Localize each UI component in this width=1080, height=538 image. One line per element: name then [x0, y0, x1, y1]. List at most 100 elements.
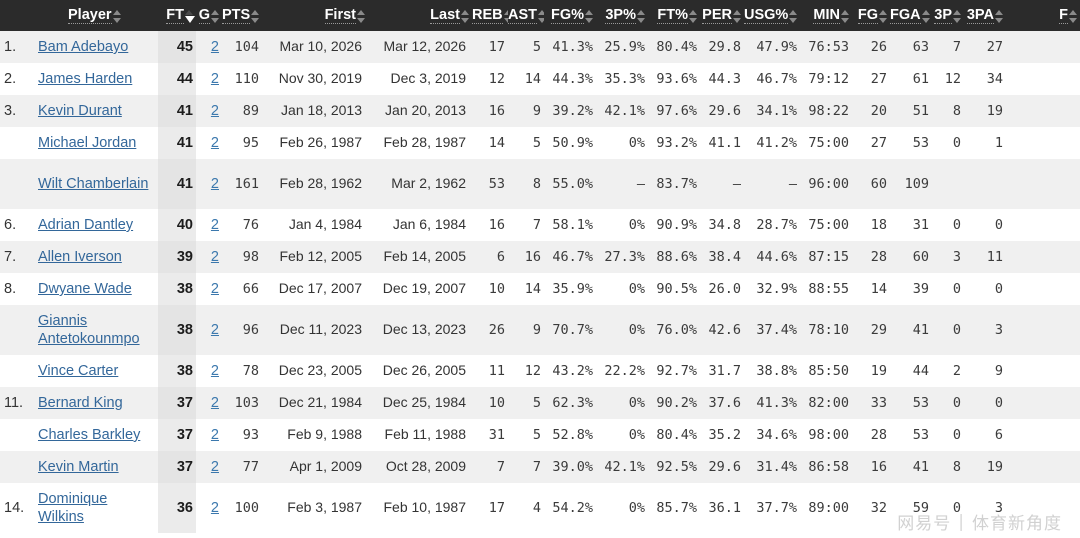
player-link[interactable]: Allen Iverson	[38, 248, 122, 265]
player-link[interactable]: Michael Jordan	[38, 134, 137, 151]
table-row[interactable]: Vince Carter 38 2 78 Dec 23, 2005 Dec 26, 200…	[0, 355, 1080, 387]
sort-toggle-icon[interactable]	[921, 9, 931, 24]
player-link[interactable]: Dwyane Wade	[38, 280, 132, 297]
sort-toggle-icon[interactable]	[995, 9, 1004, 24]
table-body: 1. Bam Adebayo 45 2 104 Mar 10, 2026 Mar 12, 2…	[0, 31, 1080, 533]
sort-toggle-icon[interactable]	[503, 9, 513, 24]
player-link[interactable]: Giannis Antetokounmpo	[38, 312, 140, 347]
player-link[interactable]: Charles Barkley	[38, 426, 141, 443]
player-link[interactable]: Adrian Dantley	[38, 216, 134, 233]
table-row[interactable]: 3. Kevin Durant 41 2 89 Jan 18, 2013 Jan 20, 2…	[0, 95, 1080, 127]
row-rank: 14.	[0, 483, 30, 533]
games-link[interactable]: 2	[210, 102, 219, 119]
games-link[interactable]: 2	[210, 248, 219, 265]
sort-toggle-icon[interactable]	[841, 9, 850, 24]
column-header-tp[interactable]: 3P	[932, 0, 964, 31]
games-link[interactable]: 2	[210, 321, 219, 338]
column-header-player[interactable]: Player	[30, 0, 158, 31]
games-link[interactable]: 2	[210, 70, 219, 87]
table-row[interactable]: Michael Jordan 41 2 95 Feb 26, 1987 Feb 28, 1…	[0, 127, 1080, 159]
cell-pts: 103	[222, 387, 262, 419]
games-link[interactable]: 2	[210, 394, 219, 411]
table-header: Player FT G PTS First Last REB AST FG% 3P% FT% PER U…	[0, 0, 1080, 31]
sort-toggle-icon[interactable]	[689, 9, 698, 24]
cell-ast: 5	[508, 419, 544, 451]
player-link[interactable]: Dominique Wilkins	[38, 490, 108, 525]
sort-toggle-icon[interactable]	[1069, 9, 1078, 24]
column-header-tpa[interactable]: 3PA	[964, 0, 1006, 31]
player-link[interactable]: James Harden	[38, 70, 133, 87]
sort-toggle-icon[interactable]	[211, 9, 220, 24]
sort-toggle-icon[interactable]	[538, 9, 547, 24]
games-link[interactable]: 2	[210, 216, 219, 233]
column-header-ftp[interactable]: FT%	[648, 0, 700, 31]
column-header-ft[interactable]: FT	[158, 0, 196, 31]
player-link[interactable]: Kevin Martin	[38, 458, 119, 475]
column-header-fg[interactable]: FG	[852, 0, 890, 31]
sort-toggle-icon[interactable]	[112, 9, 122, 24]
player-link[interactable]: Bam Adebayo	[38, 38, 129, 55]
column-header-first[interactable]: First	[262, 0, 368, 31]
column-header-g[interactable]: G	[196, 0, 222, 31]
games-link[interactable]: 2	[210, 362, 219, 379]
table-row[interactable]: Wilt Chamberlain 41 2 161 Feb 28, 1962 Mar 2,…	[0, 159, 1080, 209]
table-row[interactable]: Charles Barkley 37 2 93 Feb 9, 1988 Feb 11, 1…	[0, 419, 1080, 451]
sort-toggle-icon[interactable]	[585, 9, 594, 24]
table-row[interactable]: 14. Dominique Wilkins 36 2 100 Feb 3, 1987 Feb…	[0, 483, 1080, 533]
cell-fg: 28	[852, 419, 890, 451]
cell-ft: 39	[158, 241, 196, 273]
cell-f	[1006, 63, 1080, 95]
column-header-ast[interactable]: AST	[508, 0, 547, 31]
sort-toggle-icon[interactable]	[733, 9, 742, 24]
cell-tpp: 0%	[596, 273, 648, 305]
games-link[interactable]: 2	[210, 499, 219, 516]
sort-toggle-icon[interactable]	[879, 9, 888, 24]
games-link[interactable]: 2	[210, 458, 219, 475]
player-link[interactable]: Kevin Durant	[38, 102, 122, 119]
cell-tpp: 35.3%	[596, 63, 648, 95]
player-name-cell: Vince Carter	[30, 355, 158, 387]
cell-games: 2	[196, 31, 222, 63]
table-row[interactable]: 2. James Harden 44 2 110 Nov 30, 2019 Dec 3, 2…	[0, 63, 1080, 95]
sort-toggle-icon[interactable]	[789, 9, 798, 24]
table-row[interactable]: 11. Bernard King 37 2 103 Dec 21, 1984 Dec 25,…	[0, 387, 1080, 419]
games-link[interactable]: 2	[210, 426, 219, 443]
cell-fg: 18	[852, 209, 890, 241]
table-row[interactable]: 1. Bam Adebayo 45 2 104 Mar 10, 2026 Mar 12, 2…	[0, 31, 1080, 63]
cell-usg: 31.4%	[744, 451, 800, 483]
games-link[interactable]: 2	[210, 280, 219, 297]
column-header-reb[interactable]: REB	[472, 0, 512, 31]
column-header-min[interactable]: MIN	[800, 0, 852, 31]
games-link[interactable]: 2	[210, 175, 219, 192]
column-header-label-last: Last	[430, 6, 460, 25]
cell-last-date: Oct 28, 2009	[368, 451, 472, 483]
cell-min: 75:00	[800, 209, 852, 241]
player-link[interactable]: Wilt Chamberlain	[38, 175, 149, 192]
table-row[interactable]: Giannis Antetokounmpo 38 2 96 Dec 11, 2023 De…	[0, 305, 1080, 355]
games-link[interactable]: 2	[210, 38, 219, 55]
column-header-f[interactable]: F	[1006, 0, 1080, 31]
table-row[interactable]: 6. Adrian Dantley 40 2 76 Jan 4, 1984 Jan 6, 1…	[0, 209, 1080, 241]
cell-ft: 44	[158, 63, 196, 95]
sort-descending-icon[interactable]	[185, 9, 195, 24]
player-link[interactable]: Bernard King	[38, 394, 123, 411]
table-row[interactable]: 7. Allen Iverson 39 2 98 Feb 12, 2005 Feb 14, …	[0, 241, 1080, 273]
column-header-fga[interactable]: FGA	[890, 0, 932, 31]
table-row[interactable]: 8. Dwyane Wade 38 2 66 Dec 17, 2007 Dec 19, 20…	[0, 273, 1080, 305]
sort-toggle-icon[interactable]	[357, 9, 366, 24]
sort-toggle-icon[interactable]	[461, 9, 470, 24]
sort-toggle-icon[interactable]	[953, 9, 962, 24]
table-row[interactable]: Kevin Martin 37 2 77 Apr 1, 2009 Oct 28, 2009…	[0, 451, 1080, 483]
sort-toggle-icon[interactable]	[251, 9, 260, 24]
column-header-pts[interactable]: PTS	[222, 0, 262, 31]
cell-fgp: 35.9%	[544, 273, 596, 305]
column-header-fgp[interactable]: FG%	[544, 0, 596, 31]
games-link[interactable]: 2	[210, 134, 219, 151]
player-link[interactable]: Vince Carter	[38, 362, 119, 379]
column-header-tpp[interactable]: 3P%	[596, 0, 648, 31]
sort-toggle-icon[interactable]	[637, 9, 646, 24]
column-header-last[interactable]: Last	[368, 0, 472, 31]
column-header-usg[interactable]: USG%	[744, 0, 800, 31]
column-header-per[interactable]: PER	[700, 0, 744, 31]
